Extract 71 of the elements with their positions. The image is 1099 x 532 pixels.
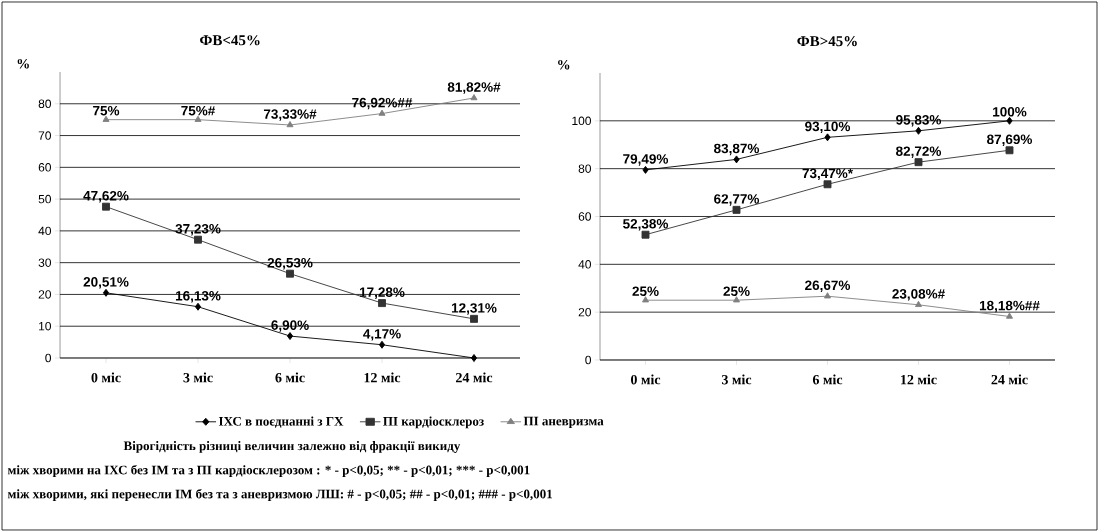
- point: [470, 94, 478, 101]
- y-tick-label: 10: [39, 321, 52, 331]
- point: [378, 299, 386, 308]
- y-tick-label: 80: [38, 99, 52, 109]
- point: [286, 332, 294, 341]
- text: Вірогідність різниці величин залежно від фракції викиду: [123, 441, 461, 453]
- legend-label: ПІ аневризма: [523, 416, 604, 429]
- y-tick-label: 20: [38, 290, 52, 299]
- data-label: 26,67%: [805, 280, 851, 292]
- data-label: 81,82%#: [447, 82, 501, 94]
- data-label: 23,08%#: [892, 289, 945, 301]
- data-label: 37,23%: [175, 223, 221, 236]
- point: [824, 133, 831, 142]
- point: [733, 296, 740, 303]
- y-tick-label: 70: [38, 131, 52, 140]
- text: між хворими на ІХС без ІМ та з ПІ кардіосклерозом : * - p<0,05; ** - p<0,01; *** - p<0,001: [7, 464, 530, 478]
- data-label: 47,62%: [83, 190, 129, 203]
- point: [824, 292, 831, 299]
- x-tick-label: 0 міс: [91, 372, 121, 383]
- x-tick-label: 12 міс: [364, 372, 401, 383]
- y-axis-title: %: [558, 59, 570, 70]
- data-label: 25%: [723, 286, 750, 296]
- data-label: 100%: [993, 107, 1027, 117]
- data-label: 25%: [632, 286, 659, 296]
- data-label: 4,17%: [363, 329, 401, 341]
- legend-label: ПІ кардіосклероз: [383, 416, 484, 429]
- y-tick-label: 60: [38, 163, 52, 172]
- y-tick-label: 60: [578, 212, 592, 221]
- data-label: 79,49%: [623, 154, 669, 166]
- point: [823, 180, 832, 189]
- x-tick-label: 0 міс: [630, 374, 661, 385]
- y-axis-title: %: [17, 58, 29, 69]
- x-tick-label: 6 міс: [812, 374, 843, 385]
- y-tick-label: 40: [38, 226, 52, 236]
- data-label: 83,87%: [714, 143, 760, 156]
- point: [642, 296, 649, 303]
- data-label: 73,47%*: [802, 168, 853, 181]
- y-tick-label: 100: [572, 116, 592, 126]
- y-tick-label: 0: [45, 353, 52, 363]
- x-tick-label: 24 міс: [991, 374, 1028, 385]
- point: [286, 121, 294, 128]
- y-tick-label: 80: [578, 164, 592, 173]
- data-label: 93,10%: [805, 121, 851, 134]
- point: [470, 354, 478, 362]
- point: [914, 158, 923, 167]
- data-label: 12,31%: [451, 303, 497, 315]
- data-label: 95,83%: [896, 115, 942, 127]
- chart-title: ФВ>45%: [797, 36, 857, 47]
- data-label: 73,33%#: [263, 109, 317, 121]
- data-label: 75%#: [181, 105, 216, 116]
- data-label: 62,77%: [714, 194, 760, 206]
- x-tick-label: 3 міс: [721, 374, 752, 385]
- x-tick-label: 3 міс: [183, 372, 213, 383]
- y-tick-label: 30: [38, 258, 52, 267]
- y-tick-label: 20: [578, 307, 592, 317]
- y-tick-label: 0: [585, 355, 592, 365]
- x-tick-label: 6 міс: [275, 372, 305, 383]
- chart-title: ФВ<45%: [200, 35, 260, 46]
- data-label: 82,72%: [896, 146, 942, 158]
- data-label: 52,38%: [623, 219, 669, 231]
- x-tick-label: 24 міс: [456, 372, 493, 383]
- x-tick-label: 12 міс: [901, 374, 937, 385]
- text: між хворими, які перенесли ІМ без та з аневризмою ЛШ: # - p<0,05; ## - p<0,01; ### - p<0,001: [7, 488, 553, 502]
- y-tick-label: 40: [578, 260, 592, 269]
- point: [1005, 146, 1014, 155]
- data-label: 20,51%: [83, 277, 129, 289]
- data-label: 75%: [93, 105, 120, 116]
- data-label: 87,69%: [987, 134, 1033, 147]
- legend-label: ІХС в поєднанні з ГХ: [218, 416, 344, 428]
- y-tick-label: 50: [38, 194, 52, 204]
- data-label: 18,18%##: [979, 300, 1040, 313]
